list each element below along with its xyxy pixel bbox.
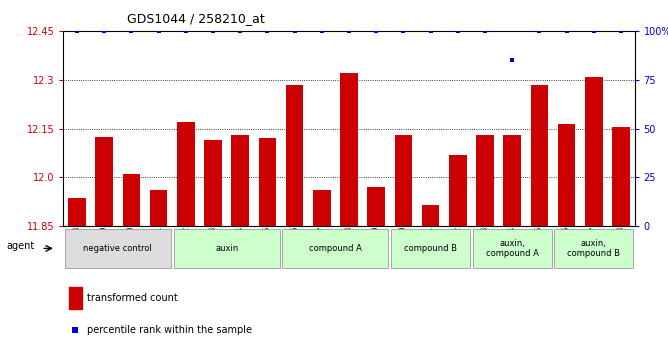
Bar bbox=[286, 85, 303, 226]
Point bbox=[589, 28, 599, 34]
Point bbox=[480, 28, 490, 34]
Bar bbox=[231, 135, 249, 226]
Bar bbox=[150, 190, 168, 226]
FancyBboxPatch shape bbox=[174, 228, 280, 268]
Point bbox=[371, 28, 381, 34]
Text: negative control: negative control bbox=[84, 244, 152, 253]
Bar bbox=[612, 127, 630, 226]
Text: auxin: auxin bbox=[215, 244, 238, 253]
Bar bbox=[68, 198, 86, 226]
Text: GDS1044 / 258210_at: GDS1044 / 258210_at bbox=[127, 12, 265, 25]
Bar bbox=[340, 73, 358, 226]
Bar bbox=[449, 155, 467, 226]
Point bbox=[99, 28, 110, 34]
Bar bbox=[313, 190, 331, 226]
Point bbox=[534, 28, 545, 34]
Text: auxin,
compound A: auxin, compound A bbox=[486, 239, 538, 258]
FancyBboxPatch shape bbox=[283, 228, 389, 268]
Point bbox=[262, 28, 273, 34]
Point bbox=[507, 58, 518, 63]
Point bbox=[208, 28, 218, 34]
Point bbox=[235, 28, 246, 34]
Bar bbox=[96, 137, 113, 226]
Text: transformed count: transformed count bbox=[88, 293, 178, 303]
Point bbox=[71, 28, 82, 34]
Bar bbox=[476, 135, 494, 226]
Bar bbox=[69, 287, 81, 309]
Point bbox=[126, 28, 137, 34]
Point bbox=[153, 28, 164, 34]
Text: percentile rank within the sample: percentile rank within the sample bbox=[88, 325, 253, 335]
FancyBboxPatch shape bbox=[473, 228, 552, 268]
Point bbox=[343, 28, 354, 34]
Point bbox=[317, 28, 327, 34]
FancyBboxPatch shape bbox=[391, 228, 470, 268]
Point bbox=[426, 28, 436, 34]
Point bbox=[561, 28, 572, 34]
Bar bbox=[259, 138, 277, 226]
Bar bbox=[504, 135, 521, 226]
Text: auxin,
compound B: auxin, compound B bbox=[567, 239, 621, 258]
Bar bbox=[367, 187, 385, 226]
Bar bbox=[422, 205, 440, 226]
Point bbox=[616, 28, 627, 34]
Point bbox=[289, 28, 300, 34]
Bar bbox=[177, 122, 194, 226]
Text: agent: agent bbox=[7, 241, 35, 251]
FancyBboxPatch shape bbox=[65, 228, 171, 268]
Bar bbox=[585, 77, 603, 226]
Bar bbox=[204, 140, 222, 226]
Point bbox=[70, 327, 81, 333]
Text: compound A: compound A bbox=[309, 244, 362, 253]
Bar bbox=[558, 124, 575, 226]
Bar bbox=[123, 174, 140, 226]
FancyBboxPatch shape bbox=[554, 228, 633, 268]
Point bbox=[398, 28, 409, 34]
Bar bbox=[395, 135, 412, 226]
Bar bbox=[530, 85, 548, 226]
Point bbox=[452, 28, 463, 34]
Text: compound B: compound B bbox=[404, 244, 457, 253]
Point bbox=[180, 28, 191, 34]
